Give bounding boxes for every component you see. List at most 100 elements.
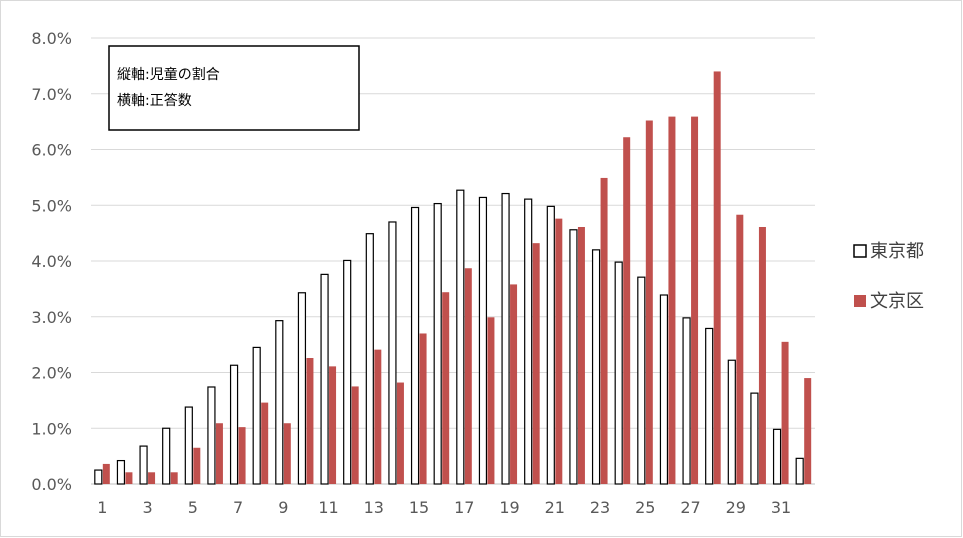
bar-tokyo xyxy=(276,321,283,484)
annotation-box: 縦軸:児童の割合 横軸:正答数 xyxy=(109,46,359,130)
bars xyxy=(95,71,811,484)
bar-tokyo xyxy=(547,206,554,484)
bar-bunkyo xyxy=(601,178,608,484)
bar-bunkyo xyxy=(736,215,743,484)
x-tick-label: 11 xyxy=(318,498,338,517)
bar-tokyo xyxy=(208,387,215,484)
bar-tokyo xyxy=(95,470,102,484)
x-tick-label: 27 xyxy=(680,498,700,517)
bar-tokyo xyxy=(140,446,147,484)
y-axis: 0.0% 1.0% 2.0% 3.0% 4.0% 5.0% 6.0% 7.0% 8.0% xyxy=(31,29,72,494)
bar-bunkyo xyxy=(125,472,132,484)
y-tick-label: 8.0% xyxy=(31,29,72,48)
bar-bunkyo xyxy=(623,137,630,484)
bar-tokyo xyxy=(570,230,577,484)
bar-bunkyo xyxy=(420,333,427,484)
legend-label-tokyo: 東京都 xyxy=(870,241,924,262)
bar-tokyo xyxy=(434,204,441,484)
x-tick-label: 9 xyxy=(278,498,288,517)
bar-tokyo xyxy=(344,260,351,484)
x-tick-label: 25 xyxy=(635,498,655,517)
y-tick-label: 4.0% xyxy=(31,252,72,271)
bar-bunkyo xyxy=(239,427,246,484)
bar-bunkyo xyxy=(691,117,698,484)
bar-tokyo xyxy=(502,194,509,484)
bar-tokyo xyxy=(638,277,645,484)
bar-bunkyo xyxy=(510,284,517,484)
bar-bunkyo xyxy=(668,117,675,484)
bar-tokyo xyxy=(253,347,260,484)
y-tick-label: 0.0% xyxy=(31,475,72,494)
bar-tokyo xyxy=(683,318,690,484)
x-tick-label: 21 xyxy=(545,498,565,517)
bar-bunkyo xyxy=(782,342,789,484)
bar-tokyo xyxy=(728,360,735,484)
bar-bunkyo xyxy=(465,268,472,484)
bar-bunkyo xyxy=(216,423,223,484)
bar-tokyo xyxy=(231,365,238,484)
x-tick-label: 17 xyxy=(454,498,474,517)
legend-swatch-tokyo xyxy=(854,245,866,257)
y-tick-label: 1.0% xyxy=(31,419,72,438)
y-tick-label: 7.0% xyxy=(31,85,72,104)
bar-bunkyo xyxy=(487,317,494,484)
bar-bunkyo xyxy=(148,472,155,484)
legend-swatch-bunkyo xyxy=(854,295,866,307)
x-tick-label: 3 xyxy=(142,498,152,517)
bar-bunkyo xyxy=(578,227,585,484)
bar-tokyo xyxy=(660,295,667,484)
x-tick-label: 1 xyxy=(97,498,107,517)
bar-bunkyo xyxy=(714,71,721,484)
x-tick-label: 15 xyxy=(409,498,429,517)
x-tick-label: 13 xyxy=(364,498,384,517)
y-tick-label: 5.0% xyxy=(31,196,72,215)
x-tick-label: 7 xyxy=(233,498,243,517)
bar-tokyo xyxy=(615,262,622,484)
annotation-line-1: 縦軸:児童の割合 xyxy=(117,66,220,83)
bar-tokyo xyxy=(706,328,713,484)
bar-bunkyo xyxy=(804,378,811,484)
bar-tokyo xyxy=(298,293,305,484)
legend: 東京都 文京区 xyxy=(854,241,924,312)
bar-tokyo xyxy=(117,461,124,484)
y-tick-label: 2.0% xyxy=(31,364,72,383)
x-tick-label: 31 xyxy=(771,498,791,517)
bar-bunkyo xyxy=(646,121,653,484)
bar-tokyo xyxy=(389,222,396,484)
bar-bunkyo xyxy=(261,403,268,484)
bar-bunkyo xyxy=(193,448,200,484)
bar-tokyo xyxy=(525,199,532,484)
x-tick-label: 29 xyxy=(726,498,746,517)
bar-tokyo xyxy=(796,458,803,484)
bar-bunkyo xyxy=(329,366,336,484)
bar-tokyo xyxy=(751,393,758,484)
bar-tokyo xyxy=(321,274,328,484)
bar-tokyo xyxy=(457,190,464,484)
bar-tokyo xyxy=(774,429,781,484)
legend-label-bunkyo: 文京区 xyxy=(870,291,924,312)
bar-tokyo xyxy=(412,207,419,484)
bar-bunkyo xyxy=(442,292,449,484)
bar-bunkyo xyxy=(374,350,381,484)
x-tick-label: 23 xyxy=(590,498,610,517)
y-tick-label: 6.0% xyxy=(31,141,72,160)
bar-tokyo xyxy=(593,250,600,484)
bar-bunkyo xyxy=(171,472,178,484)
bar-bunkyo xyxy=(103,464,110,484)
bar-tokyo xyxy=(366,234,373,484)
bar-bunkyo xyxy=(759,227,766,484)
bar-bunkyo xyxy=(306,358,313,484)
x-axis: 1 3 5 7 9 11 13 15 17 19 21 23 25 27 29 31 xyxy=(97,498,791,517)
bar-tokyo xyxy=(479,197,486,484)
y-tick-label: 3.0% xyxy=(31,308,72,327)
bar-tokyo xyxy=(163,428,170,484)
bar-bunkyo xyxy=(555,219,562,484)
legend-item-tokyo: 東京都 xyxy=(854,241,924,262)
legend-item-bunkyo: 文京区 xyxy=(854,291,924,312)
annotation-line-2: 横軸:正答数 xyxy=(117,92,192,109)
x-tick-label: 5 xyxy=(188,498,198,517)
bar-tokyo xyxy=(185,407,192,484)
bar-bunkyo xyxy=(397,383,404,484)
bar-bunkyo xyxy=(352,386,359,484)
